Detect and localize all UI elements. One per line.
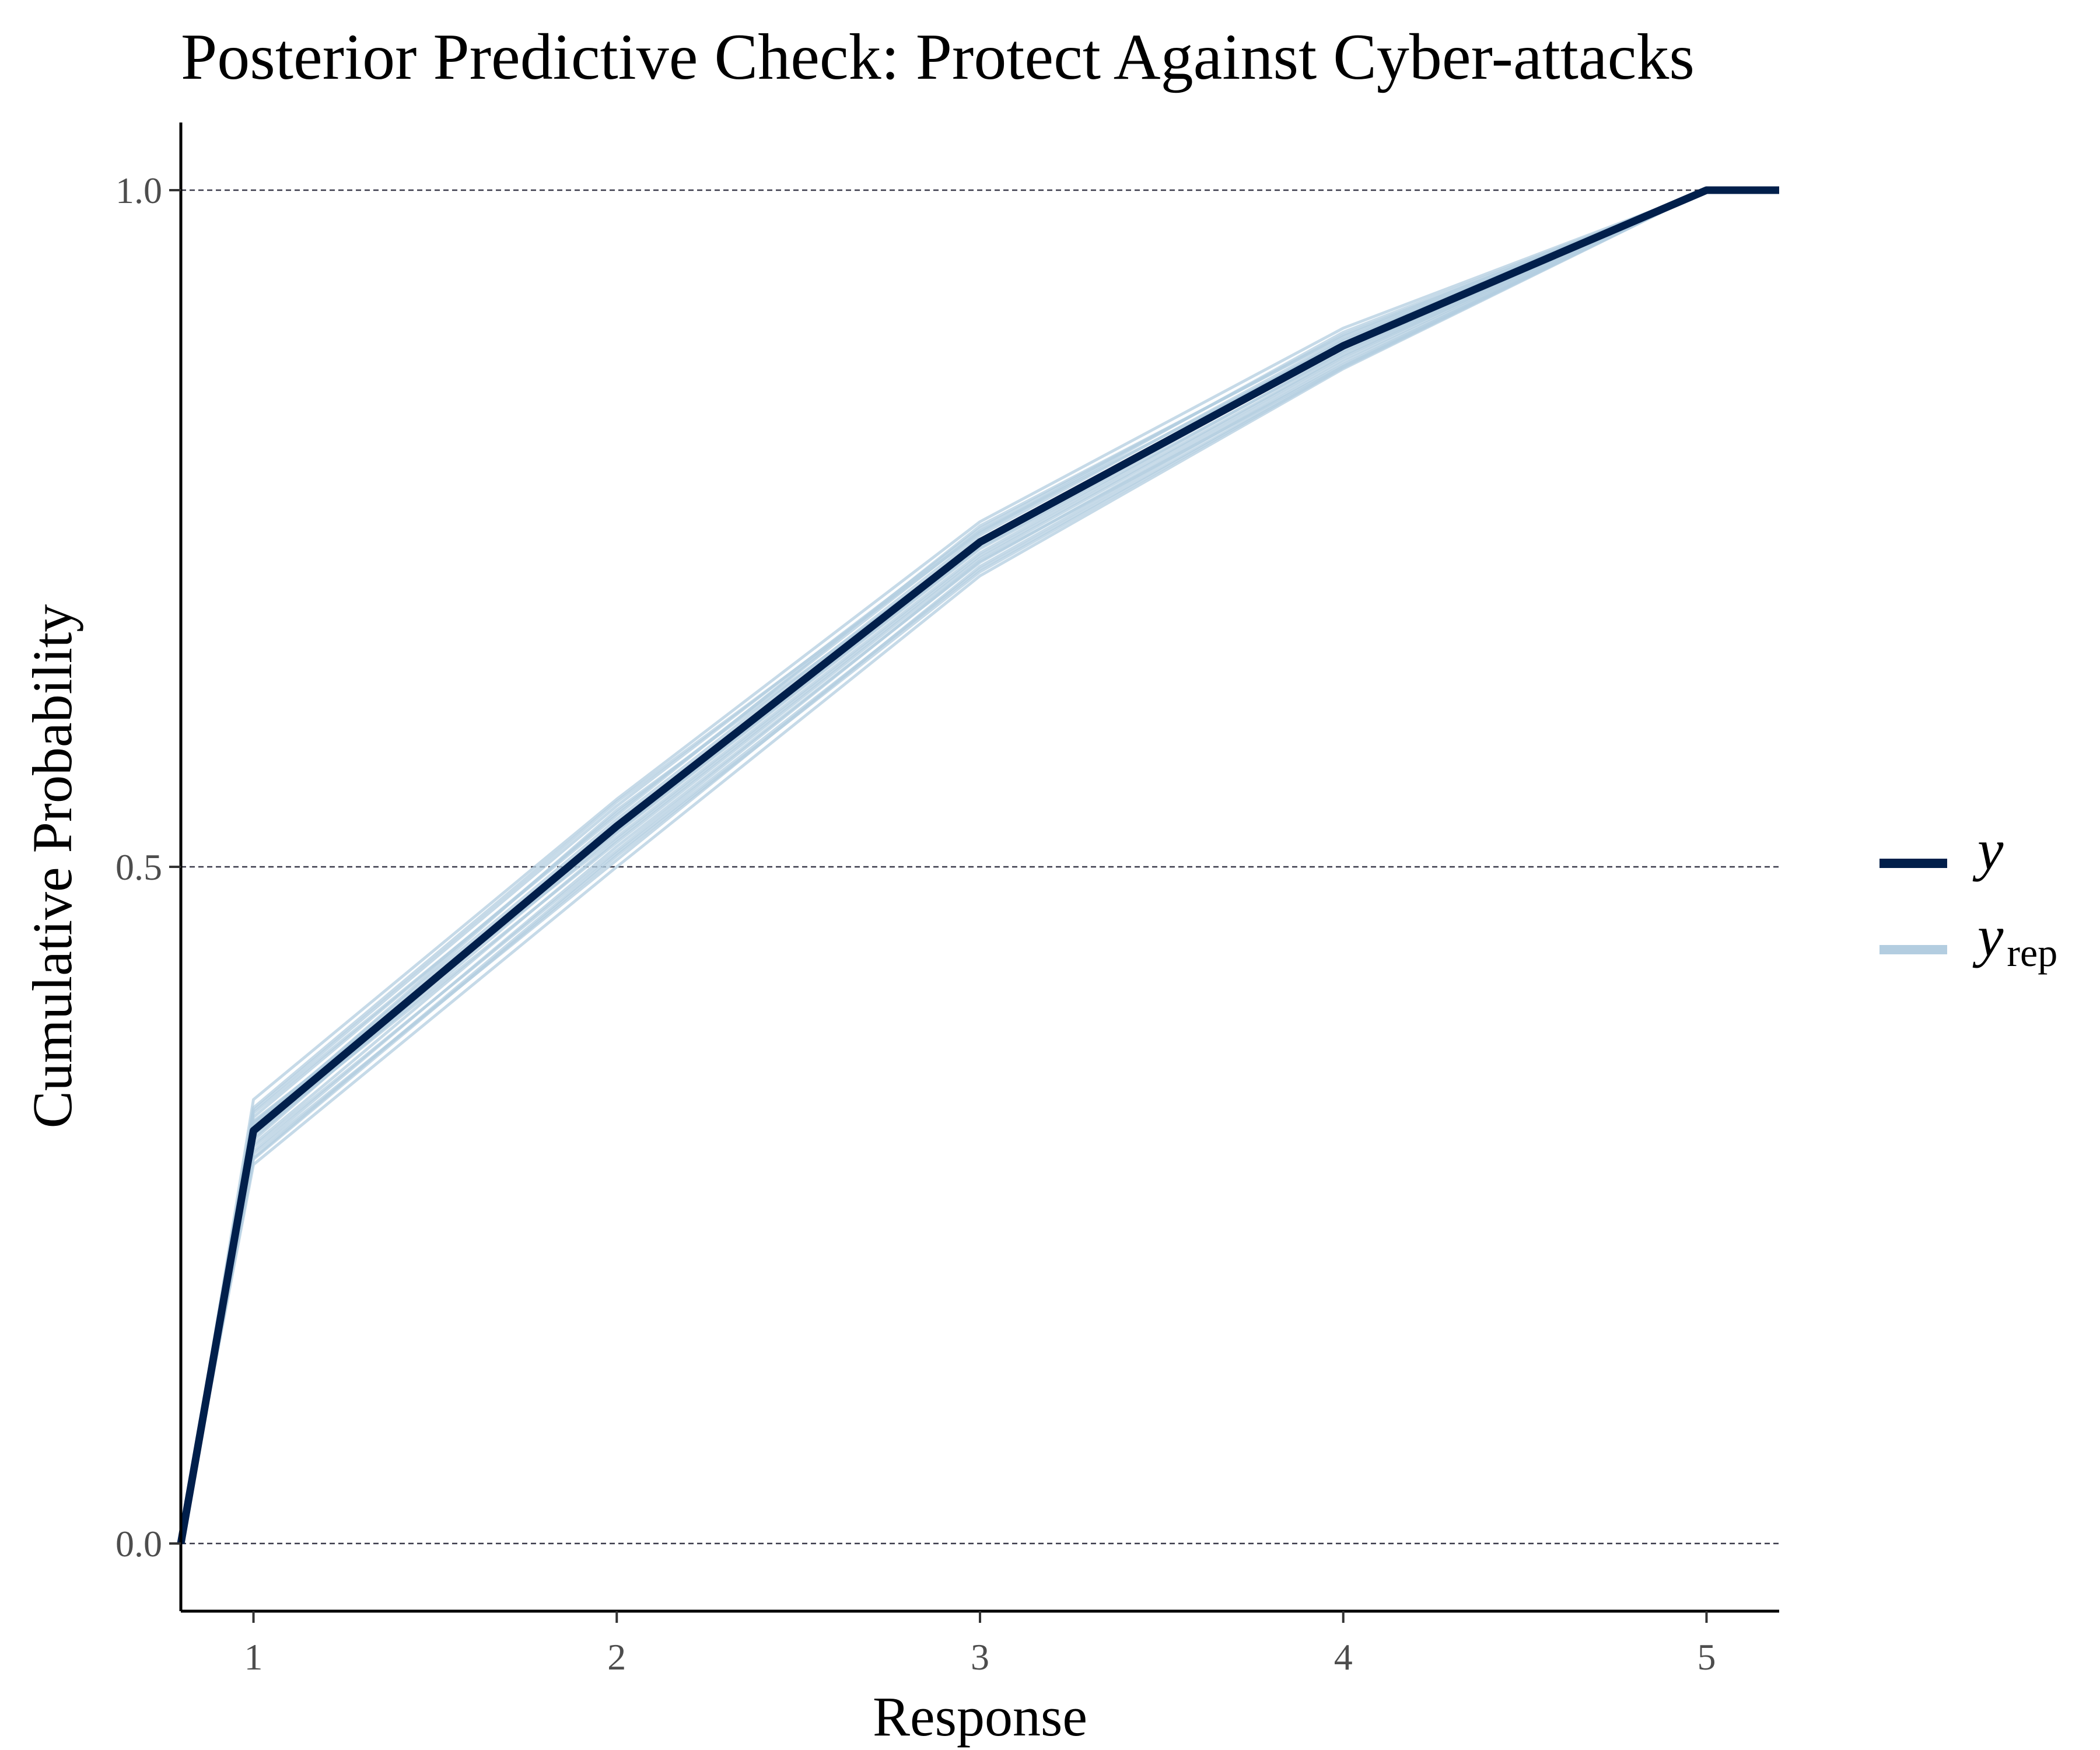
legend: y yrep [1880,817,2057,975]
x-tick-label: 5 [1697,1636,1716,1678]
chart-title: Posterior Predictive Check: Protect Agai… [181,21,1695,93]
legend-label-y: y [1972,817,2004,882]
y-tick-label: 0.5 [116,846,162,888]
observed-series [177,186,1779,1545]
x-tick-label: 1 [244,1636,263,1678]
x-tick-label: 3 [971,1636,989,1678]
y-axis-label: Cumulative Probability [21,604,83,1129]
x-axis-ticks: 1 2 3 4 5 [244,1611,1716,1678]
x-axis-label: Response [873,1685,1087,1748]
legend-label-yrep: yrep [1972,904,2057,975]
gridlines [181,189,1779,1545]
y-tick-label: 1.0 [116,170,162,211]
series-line-y [177,186,1779,1545]
x-tick-label: 2 [607,1636,626,1678]
y-tick-label: 0.0 [116,1523,162,1564]
y-axis-ticks: 0.0 0.5 1.0 [116,170,181,1564]
x-tick-label: 4 [1334,1636,1353,1678]
